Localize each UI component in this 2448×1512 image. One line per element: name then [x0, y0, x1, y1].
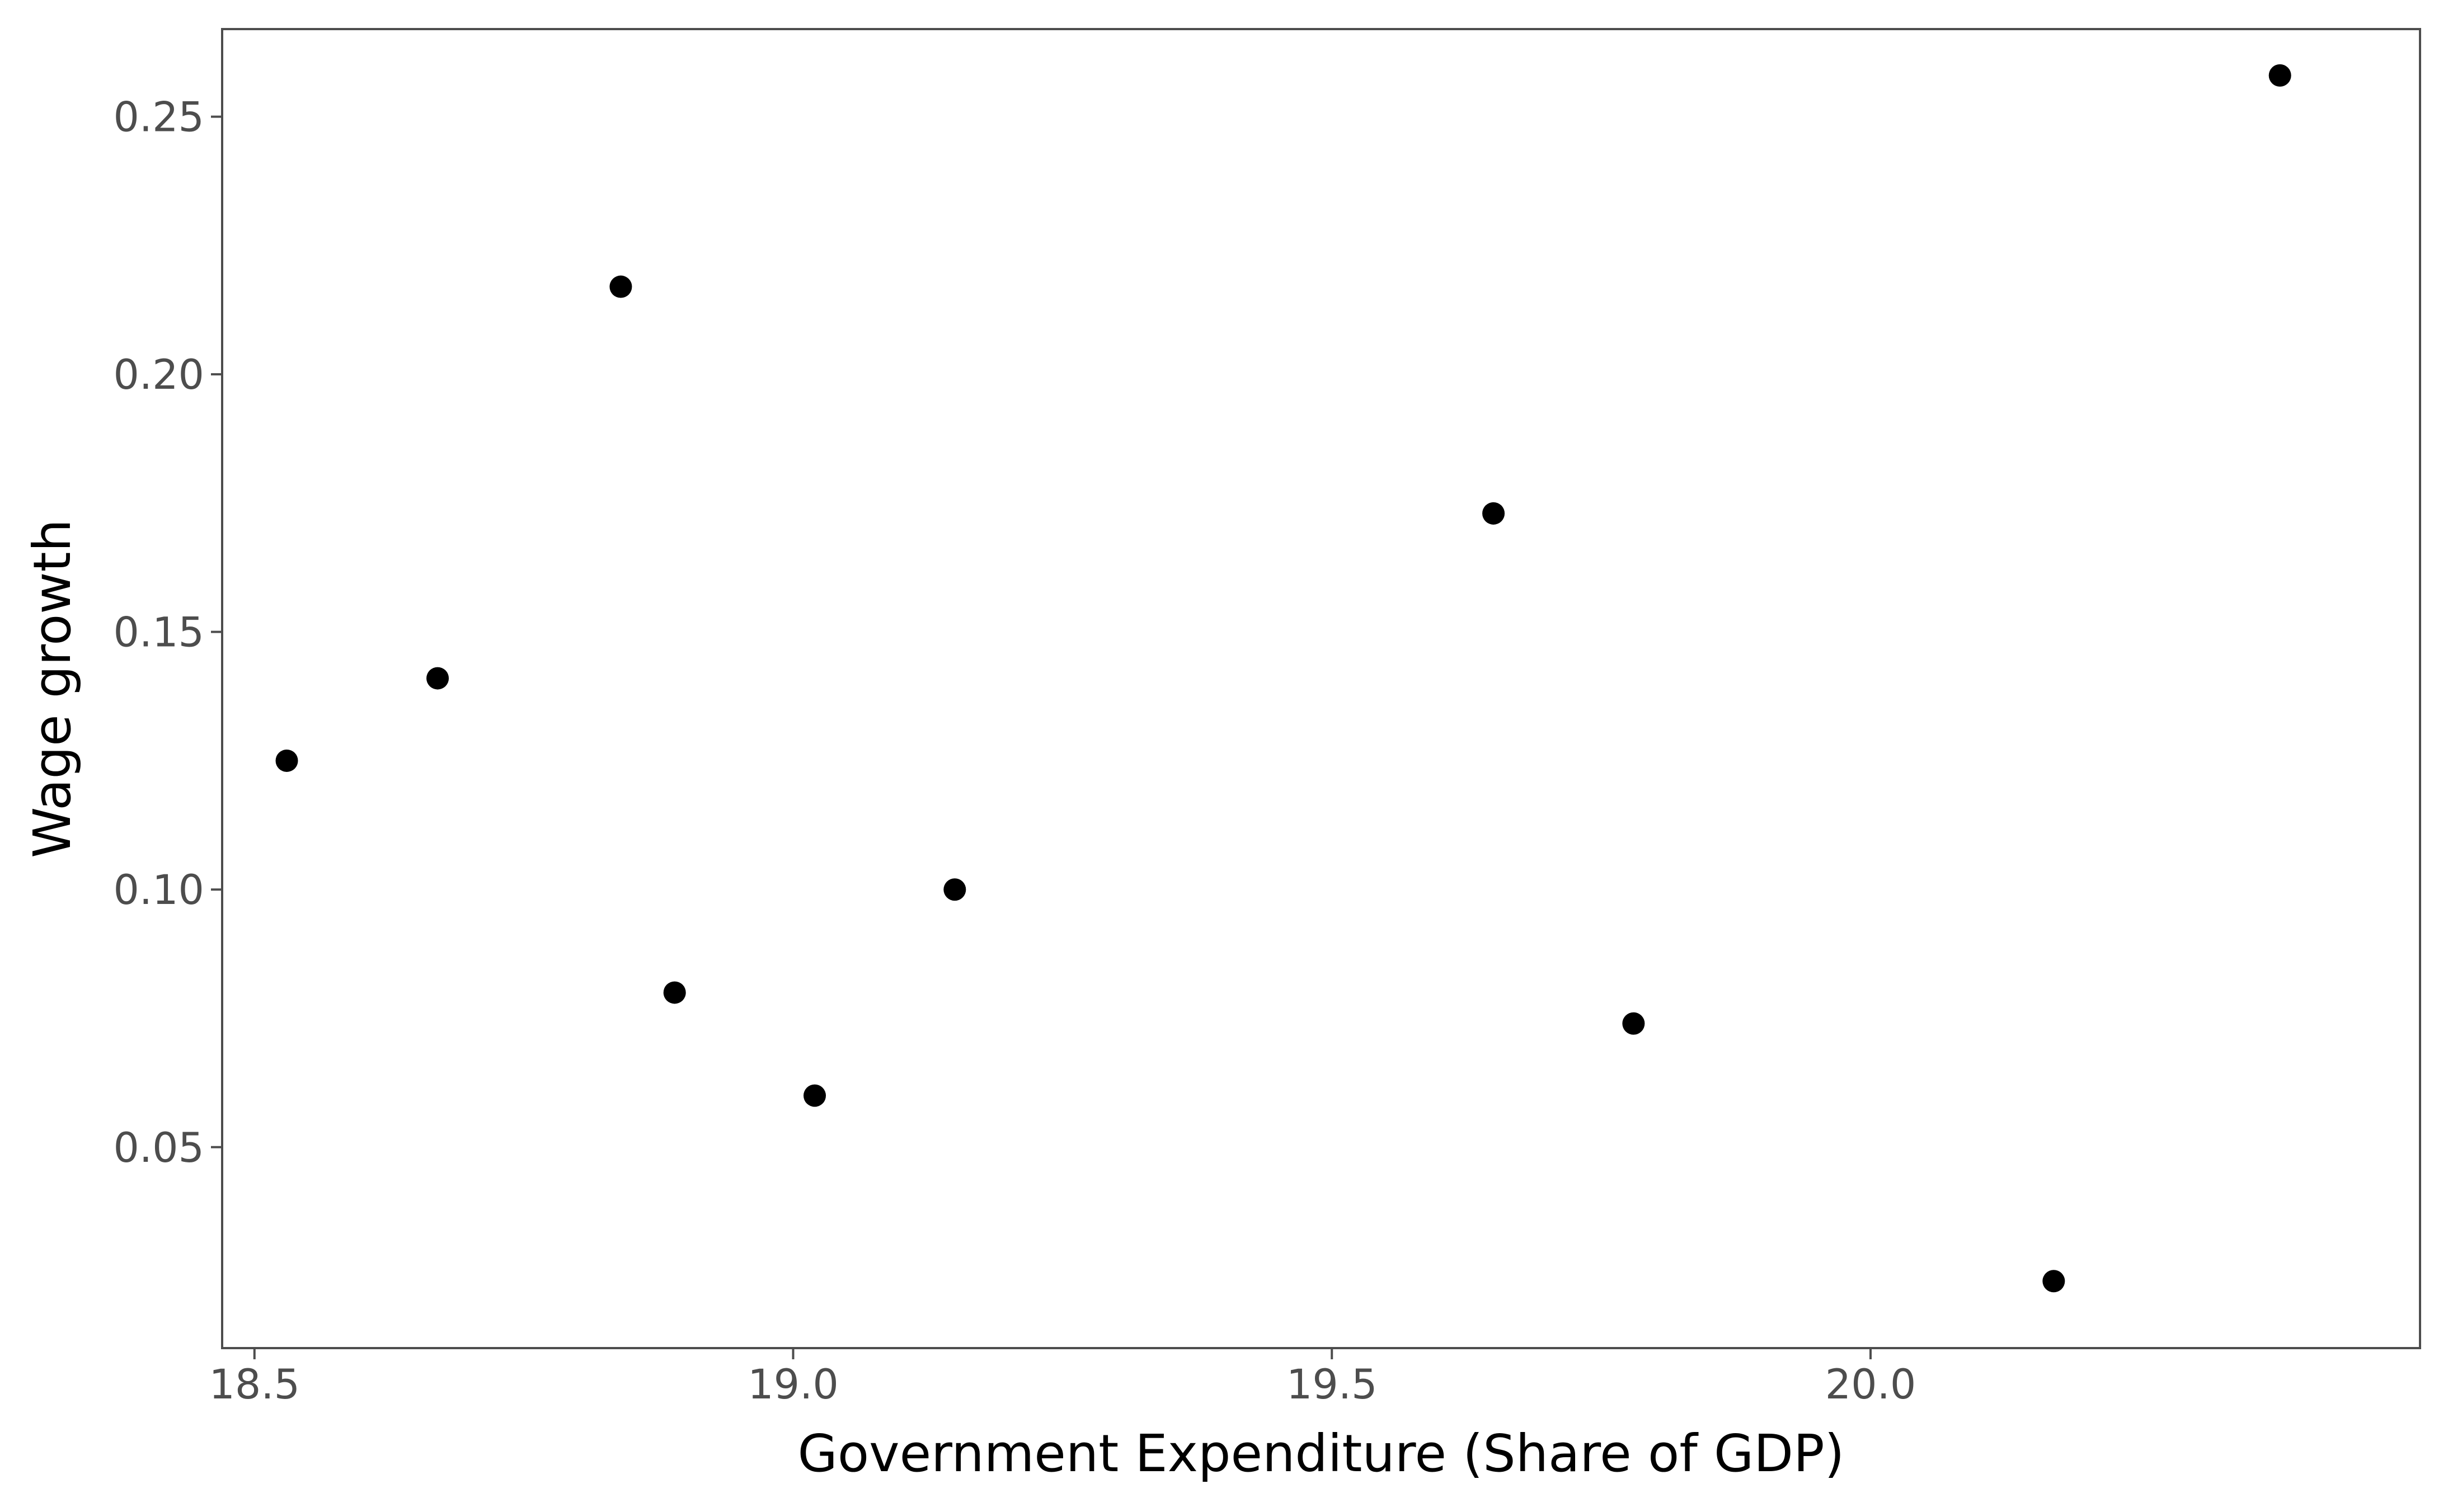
- x-tick-label: 18.5: [209, 1361, 300, 1409]
- data-point: [426, 667, 449, 690]
- data-point: [943, 878, 966, 901]
- y-tick-label: 0.15: [113, 609, 204, 657]
- y-axis-title: Wage growth: [22, 519, 82, 858]
- data-point: [2268, 64, 2291, 87]
- x-axis-title: Government Expenditure (Share of GDP): [798, 1424, 1845, 1483]
- y-axis: 0.05 0.10 0.15 0.20 0.25: [113, 94, 222, 1172]
- x-axis: 18.5 19.0 19.5 20.0: [209, 1348, 1916, 1409]
- x-tick-label: 19.0: [748, 1361, 839, 1409]
- data-point: [1482, 502, 1505, 525]
- y-tick-label: 0.10: [113, 866, 204, 914]
- data-point: [1622, 1012, 1645, 1035]
- data-point: [804, 1084, 826, 1107]
- plot-area: [221, 28, 2421, 1349]
- y-tick-label: 0.05: [113, 1124, 204, 1172]
- x-tick-label: 19.5: [1286, 1361, 1378, 1409]
- data-point: [275, 749, 298, 772]
- plot-frame: [221, 28, 2421, 1349]
- data-point: [2042, 1270, 2065, 1293]
- data-point: [609, 275, 632, 298]
- y-tick-label: 0.25: [113, 94, 204, 142]
- x-tick-label: 20.0: [1825, 1361, 1916, 1409]
- data-points: [275, 64, 2291, 1293]
- data-point: [663, 981, 686, 1004]
- y-tick-label: 0.20: [113, 351, 204, 399]
